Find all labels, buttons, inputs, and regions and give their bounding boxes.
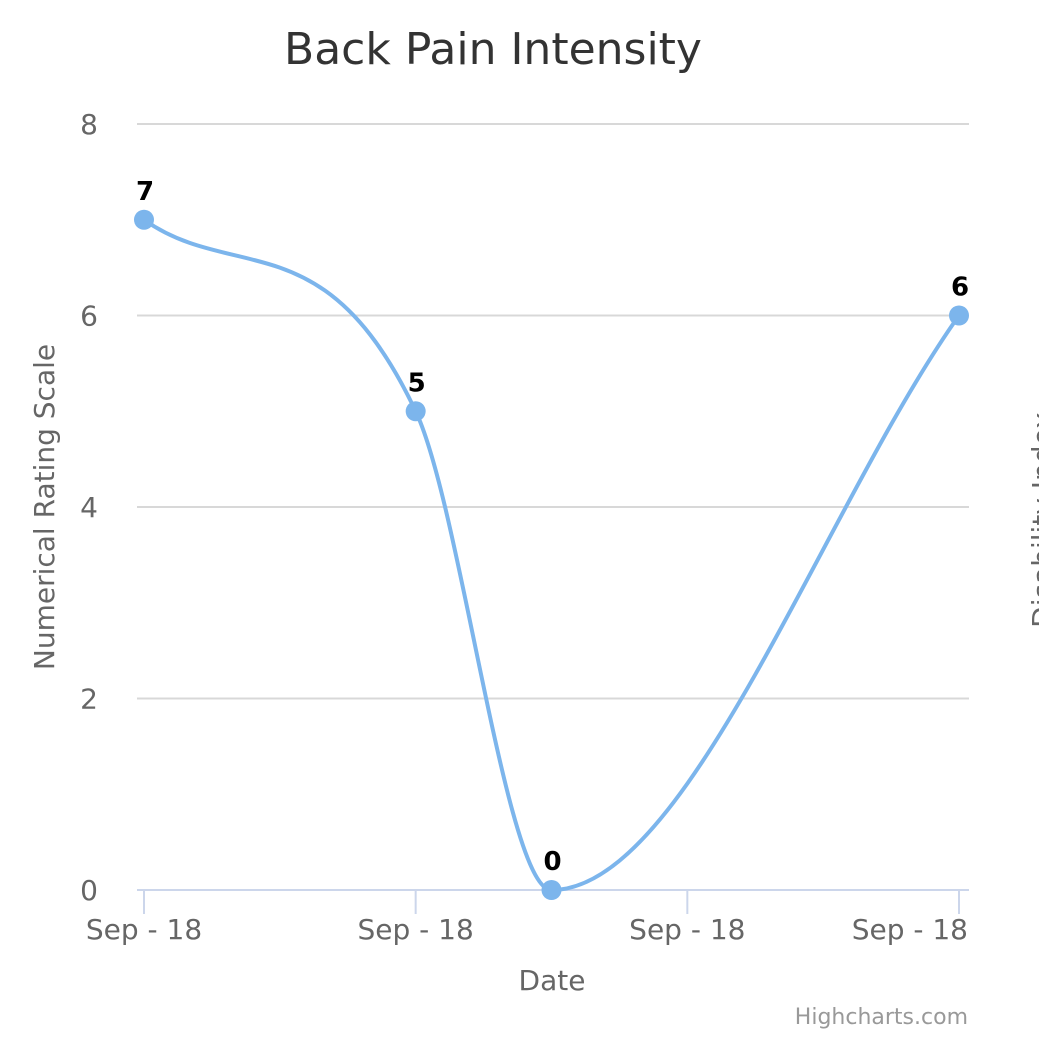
x-tick-label: Sep - 18	[852, 913, 968, 946]
right-axis-title: Disability Index	[1026, 412, 1039, 628]
data-labels: 7 5 0 6	[136, 177, 969, 877]
y-axis-ticks: 0 2 4 6 8	[80, 108, 98, 907]
x-axis-title: Date	[519, 964, 586, 997]
x-tick-label: Sep - 18	[86, 913, 202, 946]
y-tick-label: 0	[80, 874, 98, 907]
y-tick-label: 2	[80, 683, 98, 716]
credits-link[interactable]: Highcharts.com	[795, 1005, 968, 1030]
x-axis-ticks: Sep - 18 Sep - 18 Sep - 18 Sep - 18	[86, 890, 968, 946]
x-tick-label: Sep - 18	[629, 913, 745, 946]
data-point[interactable]	[949, 305, 969, 326]
series-line	[142, 218, 961, 893]
data-point[interactable]	[541, 880, 562, 900]
data-label: 7	[136, 177, 154, 207]
data-point[interactable]	[134, 209, 154, 230]
y-tick-label: 4	[80, 491, 98, 524]
chart-title: Back Pain Intensity	[284, 24, 702, 75]
data-label: 6	[951, 273, 969, 303]
data-label: 5	[408, 368, 426, 398]
data-points[interactable]	[134, 209, 969, 900]
x-tick-label: Sep - 18	[358, 913, 474, 946]
y-tick-label: 8	[80, 108, 98, 141]
gridlines	[137, 123, 969, 700]
y-tick-label: 6	[80, 300, 98, 333]
y-axis-title: Numerical Rating Scale	[28, 344, 61, 670]
data-point[interactable]	[405, 401, 426, 422]
data-label: 0	[543, 847, 561, 877]
